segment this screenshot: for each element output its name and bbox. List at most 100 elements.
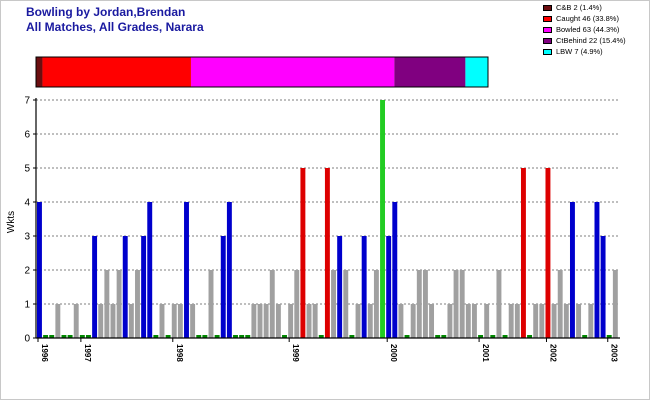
bar-92 (600, 236, 606, 338)
axes: 0 1 2 3 4 5 6 7 1996 1997 1998 1999 2000 2001 2002 2003 (24, 96, 620, 362)
bar-55 (373, 270, 379, 338)
bar-85 (557, 270, 563, 338)
bar-28 (208, 270, 214, 338)
bar-44 (306, 304, 312, 338)
bar-79 (520, 168, 526, 338)
bar-84 (551, 304, 557, 338)
bar-48 (331, 270, 336, 338)
legend-label-caught: Caught 46 (33.8%) (556, 14, 619, 23)
bar-72 (478, 335, 484, 338)
chart-title: Bowling by Jordan,Brendan (26, 5, 186, 19)
bar-66 (441, 335, 447, 338)
bar-21 (165, 335, 171, 338)
bar-52 (355, 304, 361, 338)
bar-5 (67, 335, 73, 338)
bar-26 (196, 335, 202, 338)
bar-60 (404, 335, 410, 338)
bar-46 (318, 335, 324, 338)
bar-38 (269, 270, 275, 338)
bar-16 (135, 270, 140, 338)
bar-91 (594, 202, 600, 338)
bar-68 (453, 270, 459, 338)
x-tick-label-2001: 2001 (481, 344, 490, 362)
bar-9 (92, 236, 98, 338)
bar-7 (79, 335, 85, 338)
bar-4 (61, 335, 67, 338)
legend-label-ctbehind: CtBehind 22 (15.4%) (556, 36, 626, 45)
bar-56 (380, 100, 385, 338)
bar-51 (349, 335, 355, 338)
y-axis-label: Wkts (6, 211, 17, 233)
legend-swatch-lbw (543, 49, 552, 55)
legend: C&B 2 (1.4%) Caught 46 (33.8%) Bowled 63… (541, 3, 647, 58)
bar-42 (294, 270, 300, 338)
bar-65 (435, 335, 441, 338)
bar-22 (171, 304, 177, 338)
bar-82 (539, 304, 545, 338)
y-tick-label-5: 5 (24, 164, 30, 175)
legend-item-bowled: Bowled 63 (44.3%) (541, 25, 647, 36)
legend-swatch-ctbehind (543, 38, 552, 44)
bar-88 (576, 304, 582, 338)
bar-47 (324, 168, 330, 338)
legend-item-ctbehind: CtBehind 22 (15.4%) (541, 36, 647, 47)
legend-swatch-caught (543, 16, 552, 22)
x-tick-label-1996: 1996 (40, 344, 49, 362)
bar-94 (612, 270, 618, 338)
y-tick-label-0: 0 (24, 334, 30, 345)
bar-6 (73, 304, 79, 338)
bar-70 (465, 304, 471, 338)
bar-49 (337, 236, 343, 338)
y-tick-label-4: 4 (24, 198, 30, 209)
x-tick-label-1998: 1998 (175, 344, 184, 362)
legend-item-cb: C&B 2 (1.4%) (541, 3, 647, 14)
legend-item-caught: Caught 46 (33.8%) (541, 14, 647, 25)
bar-15 (128, 304, 134, 338)
breakdown-border (35, 56, 489, 88)
bar-37 (263, 304, 269, 338)
bar-73 (484, 304, 490, 338)
bar-86 (563, 304, 569, 338)
x-tick-label-2003: 2003 (610, 344, 619, 362)
dismissal-breakdown-bar (35, 56, 489, 88)
breakdown-segment-cb (36, 57, 43, 87)
legend-label-cb: C&B 2 (1.4%) (556, 3, 602, 12)
bar-32 (233, 335, 238, 338)
bar-67 (447, 304, 453, 338)
bar-13 (116, 270, 122, 338)
legend-item-lbw: LBW 7 (4.9%) (541, 47, 647, 58)
bar-40 (282, 335, 287, 338)
bar-71 (471, 304, 477, 338)
bar-54 (367, 304, 373, 338)
bar-81 (533, 304, 539, 338)
bar-30 (220, 236, 226, 338)
legend-label-bowled: Bowled 63 (44.3%) (556, 25, 620, 34)
y-tick-label-3: 3 (24, 232, 30, 243)
bar-17 (141, 236, 147, 338)
bar-59 (398, 304, 404, 338)
bar-89 (582, 335, 588, 338)
bar-34 (245, 335, 251, 338)
bar-78 (514, 304, 520, 338)
y-tick-label-2: 2 (24, 266, 30, 277)
bar-20 (159, 304, 165, 338)
bar-64 (429, 304, 435, 338)
bar-25 (190, 304, 196, 338)
bar-18 (147, 202, 153, 338)
x-tick-label-2000: 2000 (389, 344, 398, 362)
legend-swatch-bowled (543, 27, 552, 33)
bar-33 (239, 335, 245, 338)
bar-83 (545, 168, 551, 338)
bar-53 (361, 236, 367, 338)
bar-58 (392, 202, 398, 338)
bar-31 (226, 202, 232, 338)
bar-41 (288, 304, 294, 338)
bar-50 (343, 270, 349, 338)
bar-69 (459, 270, 465, 338)
y-tick-label-7: 7 (24, 96, 30, 107)
bar-63 (422, 270, 428, 338)
chart-subtitle: All Matches, All Grades, Narara (26, 20, 204, 34)
bar-36 (257, 304, 263, 338)
bar-43 (300, 168, 306, 338)
